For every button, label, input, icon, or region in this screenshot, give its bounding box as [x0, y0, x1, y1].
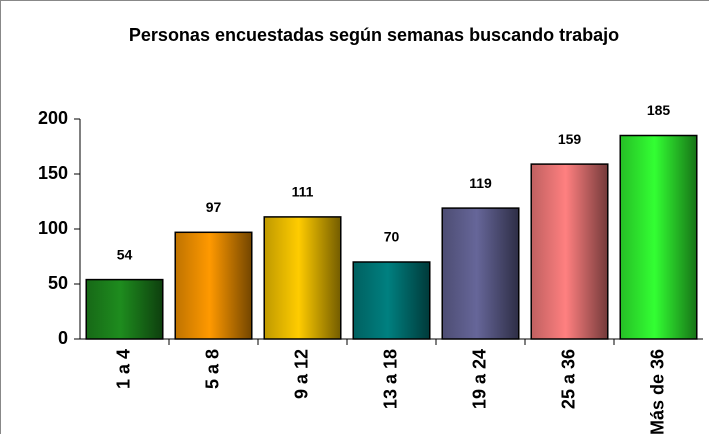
bar — [85, 278, 164, 340]
chart-title: Personas encuestadas según semanas busca… — [129, 25, 619, 45]
y-tick-label: 100 — [38, 218, 68, 238]
data-label: 119 — [469, 175, 492, 191]
data-label: 159 — [558, 131, 582, 147]
x-tick-label: 19 a 24 — [469, 349, 489, 409]
bar — [352, 261, 431, 340]
bar — [174, 231, 253, 340]
y-tick-label: 50 — [48, 273, 68, 293]
y-tick-label: 200 — [38, 108, 68, 128]
bar — [530, 163, 609, 340]
x-tick-label: 25 a 36 — [558, 349, 578, 409]
x-tick-label: 9 a 12 — [291, 349, 311, 399]
bar — [263, 216, 342, 340]
y-tick-label: 0 — [58, 328, 68, 348]
bar — [441, 207, 520, 340]
data-label: 111 — [292, 184, 314, 200]
data-label: 97 — [206, 199, 222, 215]
x-tick-label: 1 a 4 — [113, 349, 133, 389]
x-tick-label: 13 a 18 — [380, 349, 400, 409]
data-label: 70 — [384, 229, 400, 245]
x-tick-label: 5 a 8 — [202, 349, 222, 389]
y-tick-label: 150 — [38, 163, 68, 183]
bar — [619, 134, 698, 340]
data-label: 185 — [647, 102, 671, 118]
data-label: 54 — [117, 246, 133, 262]
x-tick-label: Más de 36 — [647, 349, 667, 434]
